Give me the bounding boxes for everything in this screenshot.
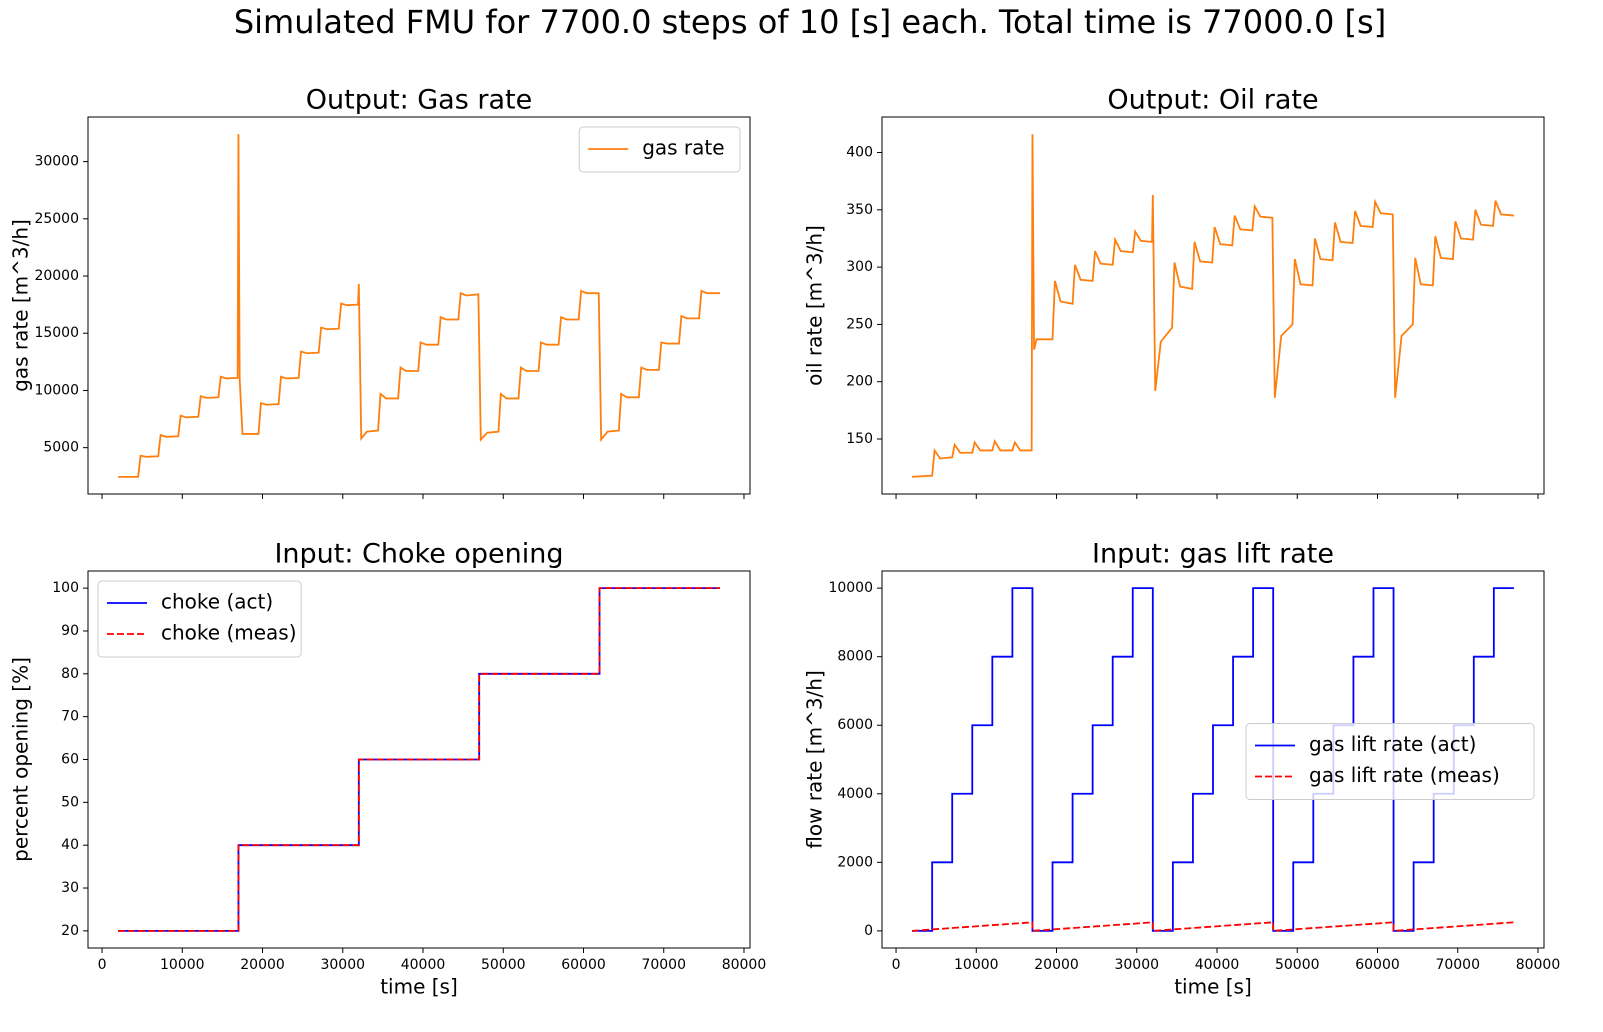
legend-label: gas rate [642,136,724,160]
y-axis-label: gas rate [m^3/h] [9,219,33,392]
y-tick-label: 2000 [837,854,873,870]
series-line [912,587,1514,932]
subplot-title: Output: Oil rate [1107,85,1318,116]
x-axis-label: time [s] [1174,975,1252,999]
y-tick-label: 0 [864,923,873,939]
y-tick-label: 10000 [828,580,873,596]
y-tick-label: 100 [52,580,79,596]
subplot-title: Input: gas lift rate [1092,539,1334,570]
x-tick-label: 50000 [481,957,526,973]
x-tick-label: 10000 [160,957,205,973]
series-line [912,134,1514,478]
y-tick-label: 15000 [34,325,79,341]
axes-frame [87,116,751,495]
legend-box [97,580,302,658]
x-tick-label: 20000 [1034,957,1079,973]
y-tick-label: 250 [846,316,873,332]
y-tick-label: 8000 [837,649,873,665]
x-tick-label: 80000 [1516,957,1561,973]
x-tick-label: 0 [98,957,107,973]
y-tick-label: 150 [846,431,873,447]
y-tick-label: 20000 [34,268,79,284]
y-axis-label: oil rate [m^3/h] [803,225,827,386]
x-tick-label: 70000 [1435,957,1480,973]
y-tick-label: 25000 [34,211,79,227]
x-tick-label: 40000 [1195,957,1240,973]
x-tick-label: 80000 [722,957,767,973]
x-tick-label: 30000 [320,957,365,973]
series-line [118,134,720,478]
y-tick-label: 6000 [837,717,873,733]
y-tick-label: 350 [846,202,873,218]
x-tick-label: 50000 [1275,957,1320,973]
axes-frame [881,116,1545,495]
x-tick-label: 60000 [1355,957,1400,973]
y-tick-label: 70 [61,709,79,725]
y-tick-label: 4000 [837,786,873,802]
figure-title: Simulated FMU for 7700.0 steps of 10 [s]… [234,3,1386,41]
y-tick-label: 300 [846,259,873,275]
x-tick-label: 0 [892,957,901,973]
y-axis-label: flow rate [m^3/h] [803,670,827,849]
x-tick-label: 40000 [401,957,446,973]
x-tick-label: 30000 [1114,957,1159,973]
axes-frame [87,570,751,949]
legend-label: choke (act) [161,590,273,614]
y-tick-label: 20 [61,923,79,939]
legend-box [578,126,741,173]
x-axis-label: time [s] [380,975,458,999]
y-tick-label: 90 [61,623,79,639]
legend-label: choke (meas) [161,621,297,645]
legend-label: gas lift rate (meas) [1309,763,1500,787]
y-tick-label: 200 [846,374,873,390]
x-tick-label: 60000 [561,957,606,973]
axes-frame [881,570,1545,949]
y-tick-label: 80 [61,666,79,682]
x-tick-label: 20000 [240,957,285,973]
series-line [912,921,1514,932]
y-tick-label: 40 [61,837,79,853]
y-tick-label: 30000 [34,154,79,170]
y-tick-label: 60 [61,752,79,768]
x-tick-label: 10000 [954,957,999,973]
subplot-title: Output: Gas rate [306,85,532,116]
series-line [118,587,720,932]
legend-box [1245,723,1535,800]
y-tick-label: 5000 [43,440,79,456]
y-tick-label: 30 [61,880,79,896]
legend-label: gas lift rate (act) [1309,732,1476,756]
y-axis-label: percent opening [%] [9,657,33,862]
y-tick-label: 50 [61,794,79,810]
y-tick-label: 10000 [34,382,79,398]
subplot-title: Input: Choke opening [274,539,563,570]
x-tick-label: 70000 [641,957,686,973]
y-tick-label: 400 [846,145,873,161]
